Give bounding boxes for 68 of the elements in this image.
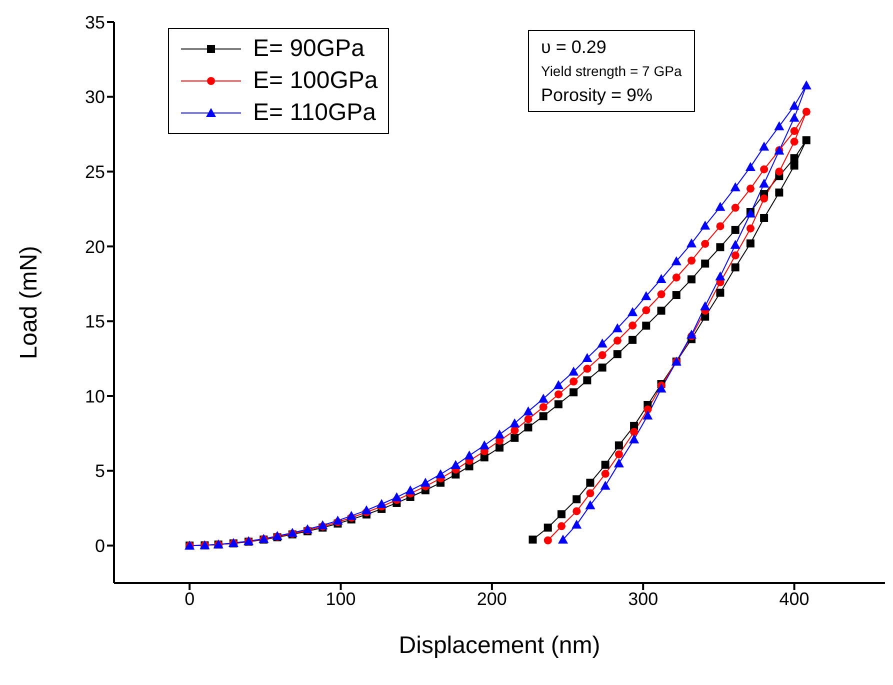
legend-label: E= 100GPa <box>253 66 378 96</box>
annotation: Yield strength = 7 GPa <box>541 62 682 81</box>
y-tick-label: 30 <box>84 87 105 108</box>
point <box>597 338 608 348</box>
point <box>332 516 343 525</box>
x-tick-label: 400 <box>779 588 810 609</box>
point <box>585 500 596 510</box>
annotation: υ = 0.29 <box>541 36 608 59</box>
point <box>479 440 490 450</box>
x-tick-label: 100 <box>326 588 356 609</box>
point <box>464 450 474 460</box>
point <box>568 366 579 376</box>
point <box>656 274 666 284</box>
point <box>789 112 800 122</box>
point <box>759 178 770 188</box>
legend-label: E= 90GPa <box>253 34 364 64</box>
point <box>715 271 726 280</box>
point <box>361 505 372 514</box>
point <box>642 410 653 420</box>
x-axis-title: Displacement (nm) <box>398 632 600 659</box>
point <box>730 240 740 249</box>
point <box>600 480 610 490</box>
point <box>612 323 622 332</box>
point <box>700 301 710 310</box>
point <box>745 162 756 171</box>
point <box>789 100 800 110</box>
legend-label: E= 110GPa <box>253 98 376 128</box>
annotation: Porosity = 9% <box>541 84 654 107</box>
point <box>614 458 624 468</box>
y-tick-label: 25 <box>84 162 105 182</box>
point <box>553 380 564 390</box>
point <box>538 394 548 403</box>
point <box>436 469 446 478</box>
point <box>405 485 416 494</box>
y-tick-label: 5 <box>94 461 105 482</box>
point <box>392 492 402 502</box>
point <box>572 520 582 529</box>
point <box>510 418 520 428</box>
point <box>774 121 784 130</box>
point <box>420 478 430 487</box>
point <box>686 238 696 248</box>
y-tick-label: 0 <box>94 536 105 556</box>
x-tick-label: 200 <box>476 588 507 609</box>
point <box>641 291 652 300</box>
point <box>715 202 726 211</box>
x-tick-label: 300 <box>628 588 658 609</box>
point <box>376 499 387 508</box>
point <box>346 510 356 520</box>
point <box>494 429 504 438</box>
point <box>450 460 461 469</box>
point <box>582 353 592 362</box>
y-tick-label: 20 <box>84 236 105 257</box>
point <box>700 220 710 230</box>
point <box>629 434 640 444</box>
y-axis-title: Load (mN) <box>16 246 43 360</box>
point <box>523 406 534 416</box>
x-tick-label: 0 <box>184 588 195 609</box>
point <box>801 80 812 90</box>
point <box>759 142 770 151</box>
point <box>628 307 638 316</box>
y-tick-label: 35 <box>84 12 105 32</box>
point <box>686 330 696 339</box>
y-tick-label: 15 <box>84 312 105 332</box>
y-tick-label: 10 <box>84 386 105 406</box>
point <box>558 534 568 544</box>
point <box>656 384 666 393</box>
point <box>671 256 682 266</box>
point <box>730 182 740 192</box>
